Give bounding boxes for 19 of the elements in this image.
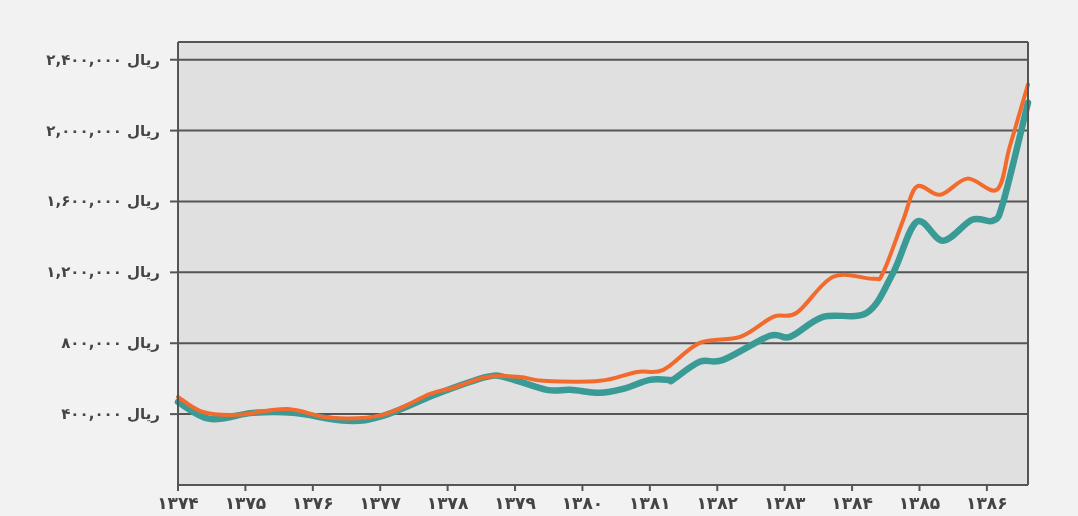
- x-tick-label: ۱۳۷۹: [494, 493, 537, 513]
- y-tick-label: ۱,۶۰۰,۰۰۰ ریال: [46, 192, 160, 211]
- y-tick-label: ۲,۴۰۰,۰۰۰ ریال: [46, 50, 160, 69]
- x-tick-label: ۱۳۷۵: [224, 493, 267, 513]
- x-tick-label: ۱۳۸۶: [966, 493, 1008, 513]
- x-tick-label: ۱۳۸۵: [898, 493, 941, 513]
- x-tick-label: ۱۳۷۴: [157, 493, 199, 513]
- y-tick-label: ۸۰۰,۰۰۰ ریال: [61, 334, 160, 353]
- y-tick-label: ۴۰۰,۰۰۰ ریال: [61, 405, 160, 424]
- y-tick-label: ۱,۲۰۰,۰۰۰ ریال: [46, 263, 160, 282]
- x-tick-label: ۱۳۷۸: [426, 493, 469, 513]
- y-tick-label: ۲,۰۰۰,۰۰۰ ریال: [46, 121, 160, 140]
- x-tick-label: ۱۳۸۳: [763, 493, 807, 513]
- x-tick-label: ۱۳۸۱: [629, 493, 671, 513]
- x-tick-label: ۱۳۷۶: [292, 493, 334, 513]
- x-tick-label: ۱۳۸۲: [696, 493, 739, 513]
- x-tick-label: ۱۳۸۰: [561, 493, 604, 513]
- x-tick-label: ۱۳۸۴: [831, 493, 873, 513]
- x-tick-label: ۱۳۷۷: [359, 493, 402, 513]
